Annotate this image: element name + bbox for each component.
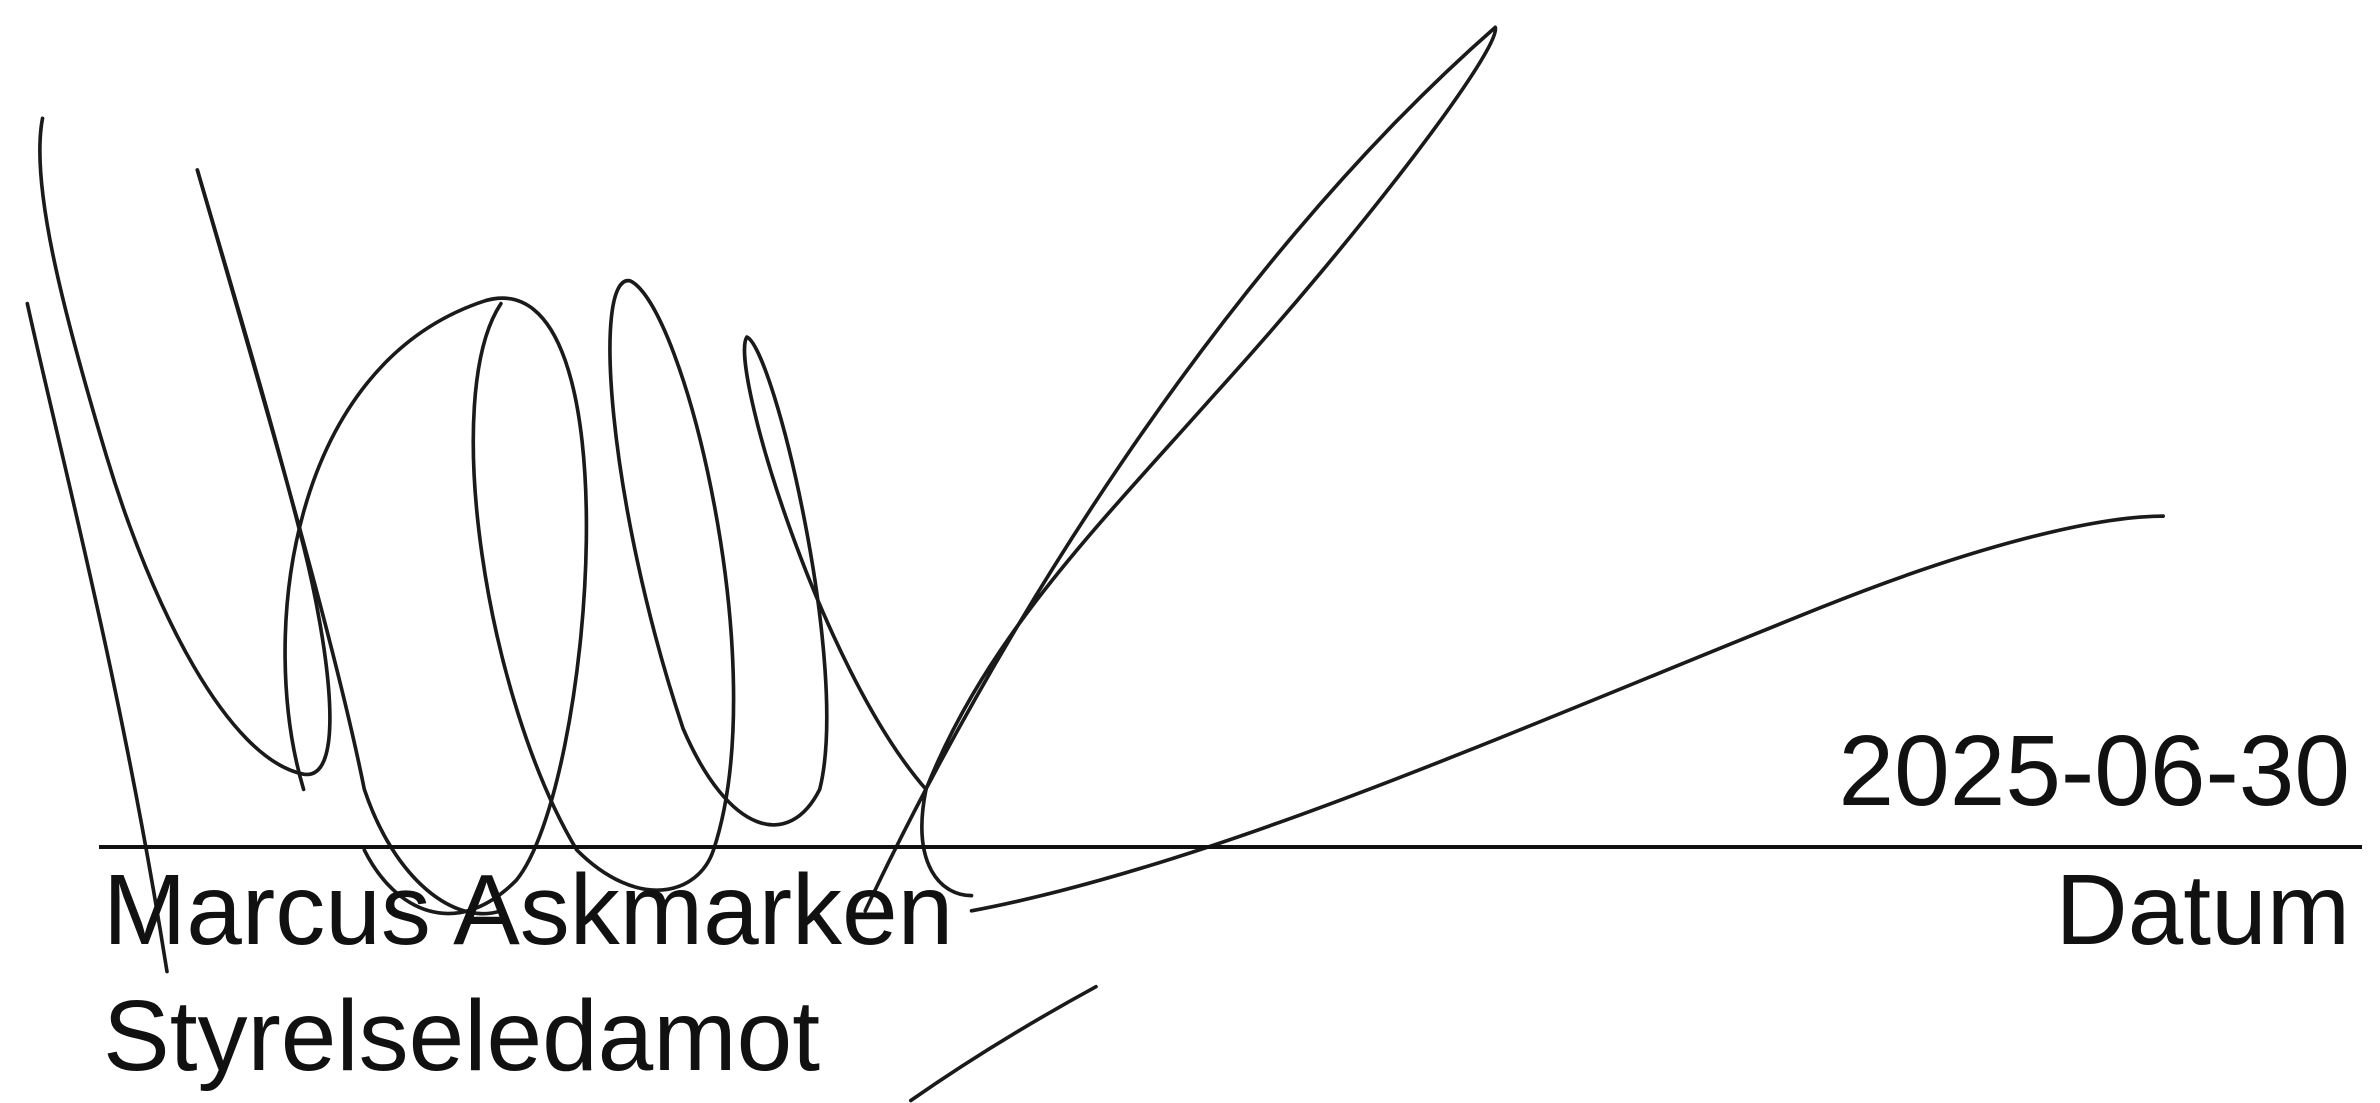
date: 2025-06-30 <box>1838 715 2350 827</box>
signature-page: 2025-06-30 Marcus Askmarken Datum Styrel… <box>0 0 2380 1103</box>
date-label: Datum <box>2055 854 2350 966</box>
signer-name: Marcus Askmarken <box>103 854 953 966</box>
signer-role: Styrelseledamot <box>103 980 820 1092</box>
